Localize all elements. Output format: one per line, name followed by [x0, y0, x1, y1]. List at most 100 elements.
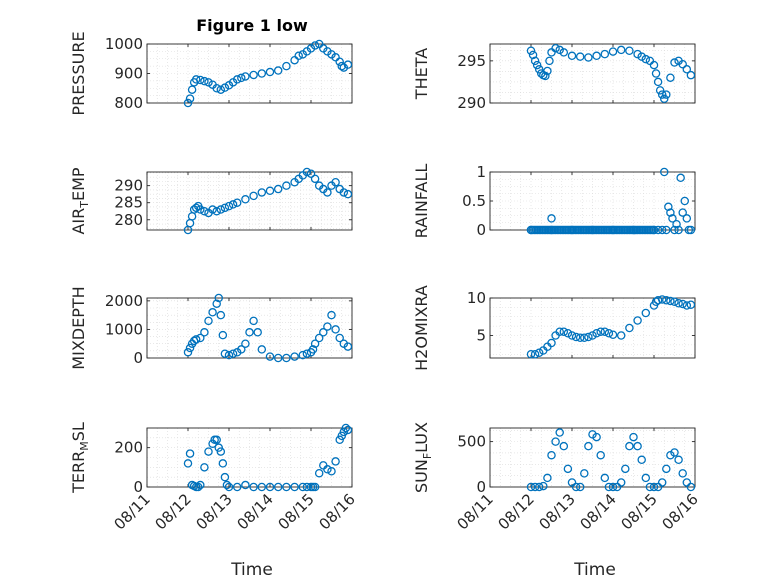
data-point	[678, 299, 687, 309]
data-point	[662, 464, 671, 474]
data-point	[616, 331, 626, 340]
data-point	[241, 195, 250, 204]
subplot-rainfall: 0 0.5 1 RAINFALL	[412, 163, 696, 239]
data-point	[228, 200, 238, 209]
y-tick-label: 2000	[105, 292, 143, 310]
data-point	[666, 208, 675, 217]
y-tick-label: 285	[114, 194, 143, 212]
data-point	[616, 45, 626, 55]
data-point	[629, 225, 638, 235]
data-point	[187, 85, 197, 94]
data-point	[308, 345, 318, 354]
data-point	[216, 205, 226, 214]
axes-box	[146, 297, 353, 359]
data-point	[265, 186, 275, 196]
data-point	[185, 343, 195, 353]
data-point	[645, 482, 655, 492]
data-point	[678, 59, 687, 69]
y-tick-label: 900	[114, 65, 143, 83]
data-point	[580, 469, 589, 478]
data-point	[530, 482, 540, 492]
y-tick-label: 290	[457, 94, 486, 112]
data-point	[526, 225, 536, 235]
data-point	[245, 328, 254, 337]
data-point	[575, 482, 585, 492]
data-point	[343, 425, 353, 435]
data-point	[592, 51, 601, 61]
data-point	[204, 78, 213, 87]
data-point	[220, 472, 230, 482]
data-point	[530, 56, 540, 66]
y-tick-label: 200	[114, 439, 143, 457]
data-point	[237, 73, 246, 83]
data-point	[183, 459, 193, 468]
data-point	[596, 327, 605, 336]
data-point	[686, 70, 696, 80]
data-point	[676, 173, 685, 183]
data-point	[302, 482, 312, 492]
data-point	[224, 201, 234, 211]
data-point	[604, 328, 614, 338]
data-point	[637, 455, 646, 465]
y-axis-label: H2OMIXRA	[412, 285, 431, 371]
y-axis-label-part: SUN	[412, 459, 431, 493]
data-point	[653, 225, 663, 235]
data-point	[547, 338, 556, 348]
data-point	[253, 328, 262, 337]
data-point	[629, 432, 638, 442]
data-point	[339, 188, 349, 197]
y-axis-label: THETA	[412, 48, 431, 100]
data-point	[298, 350, 308, 360]
data-point	[526, 349, 536, 359]
data-point	[232, 198, 242, 207]
data-point	[191, 203, 201, 213]
data-point	[323, 465, 332, 474]
data-point	[633, 441, 642, 451]
data-point	[323, 188, 332, 197]
data-point	[331, 457, 340, 466]
data-point	[547, 214, 556, 223]
y-tick-label: 0	[133, 349, 143, 367]
data-point	[674, 298, 683, 308]
axes-box	[489, 43, 696, 104]
data-point	[584, 332, 593, 342]
data-point	[528, 50, 538, 60]
data-point	[664, 202, 673, 212]
data-point	[224, 350, 234, 360]
data-point	[196, 480, 205, 490]
data-point	[657, 478, 667, 487]
data-point	[670, 448, 679, 457]
data-point	[600, 473, 610, 483]
data-point	[185, 94, 195, 103]
y-axis-label-part: MIXDEPTH	[69, 286, 88, 369]
data-point	[625, 323, 634, 333]
data-point	[674, 225, 683, 235]
data-point	[678, 469, 687, 478]
data-point	[551, 437, 560, 446]
data-point	[331, 177, 340, 187]
data-point	[672, 219, 681, 229]
axes-box	[489, 297, 696, 359]
data-point	[257, 482, 267, 492]
data-point	[674, 455, 683, 465]
data-point	[232, 75, 242, 84]
y-tick-label: 280	[114, 211, 143, 229]
data-point	[249, 191, 258, 201]
data-point	[651, 69, 661, 78]
data-point	[183, 348, 193, 357]
subplot-h2omixra: 5 10 H2OMIXRA	[412, 285, 696, 371]
data-point	[257, 345, 267, 354]
data-point	[237, 345, 246, 354]
data-point	[224, 482, 234, 492]
data-point	[649, 60, 659, 70]
y-axis-label-part: H2OMIXRA	[412, 285, 431, 371]
data-point	[298, 482, 308, 492]
data-point	[273, 482, 283, 492]
data-point	[580, 333, 589, 342]
data-point	[567, 225, 577, 235]
data-point	[563, 328, 573, 338]
data-point	[682, 301, 692, 310]
data-point	[327, 467, 336, 476]
